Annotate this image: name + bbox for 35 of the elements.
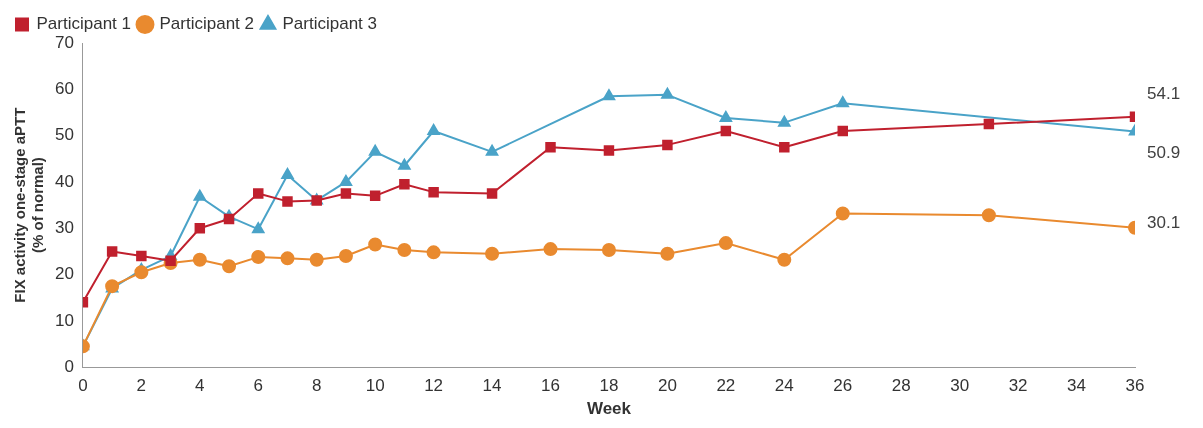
x-tick-label: 2: [136, 376, 147, 396]
legend-label: Participant 1: [36, 14, 131, 34]
x-tick-label: 18: [599, 376, 619, 396]
x-axis-title: Week: [586, 399, 632, 419]
legend-label: Participant 3: [282, 14, 377, 34]
x-tick-label: 20: [657, 376, 677, 396]
y-tick-label: 0: [64, 356, 74, 376]
x-tick-label: 24: [774, 376, 794, 396]
y-tick-label: 40: [54, 171, 74, 191]
x-tick-label: 4: [195, 376, 205, 396]
x-tick-label: 10: [365, 376, 385, 396]
x-tick-label: 22: [716, 376, 736, 396]
x-tick-label: 28: [891, 376, 911, 396]
x-tick-label: 36: [1125, 376, 1145, 396]
x-tick-label: 32: [1008, 376, 1028, 396]
x-tick-label: 12: [424, 376, 444, 396]
x-tick-label: 30: [950, 376, 970, 396]
y-tick-label: 70: [54, 32, 74, 52]
data-label: 30.1: [1147, 213, 1181, 233]
x-tick-label: 34: [1067, 376, 1087, 396]
y-tick-label: 20: [54, 264, 74, 284]
x-tick-label: 26: [833, 376, 853, 396]
x-tick-label: 8: [311, 376, 322, 396]
x-tick-label: 0: [78, 376, 88, 396]
y-axis-title: FIX activity one-stage aPTT (% of normal): [11, 107, 47, 303]
x-tick-label: 6: [253, 376, 263, 396]
y-tick-label: 50: [54, 125, 74, 145]
y-tick-label: 10: [54, 310, 74, 330]
x-tick-label: 14: [482, 376, 502, 396]
y-tick-label: 60: [54, 79, 74, 98]
x-tick-label: 16: [541, 376, 560, 396]
y-tick-label: 30: [54, 217, 74, 237]
legend-label: Participant 2: [159, 14, 254, 34]
data-label: 54.1: [1147, 84, 1181, 104]
data-label: 50.9: [1147, 143, 1181, 163]
